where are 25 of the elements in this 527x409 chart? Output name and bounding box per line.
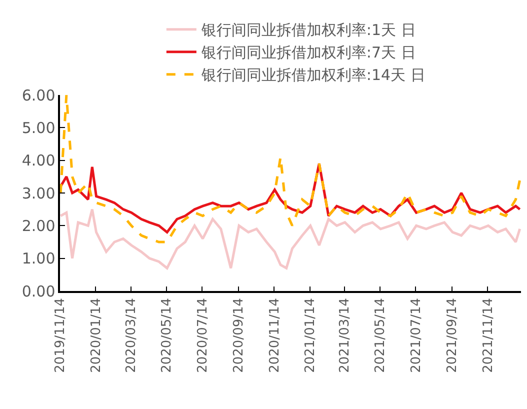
- y-tick-label: 2.00: [22, 216, 56, 235]
- x-tick-label: 2021/07/14: [408, 298, 424, 373]
- x-tick-label: 2019/11/14: [53, 298, 68, 373]
- x-tick-label: 2020/01/14: [88, 298, 104, 373]
- x-tick-label: 2021/03/14: [338, 298, 353, 373]
- y-tick-label: 3.00: [22, 184, 56, 202]
- x-tick-label: 2020/07/14: [195, 298, 210, 373]
- y-tick-label: 1.00: [22, 250, 56, 268]
- x-tick-label: 2021/11/14: [480, 298, 496, 373]
- line-series: [60, 208, 521, 270]
- legend-label: 银行间同业拆借加权利率:7天 日: [200, 44, 416, 62]
- x-tick-label: 2021/01/14: [303, 298, 318, 373]
- y-tick-label: 6.00: [22, 86, 56, 104]
- x-tick-label: 2021/09/14: [445, 298, 460, 373]
- x-tick-label: 2020/11/14: [267, 298, 282, 373]
- line-series: [60, 95, 521, 244]
- legend-label: 银行间同业拆借加权利率:1天 日: [200, 21, 416, 40]
- x-tick-label: 2020/03/14: [124, 298, 140, 373]
- y-tick-label: 5.00: [22, 118, 56, 137]
- x-tick-label: 2020/09/14: [232, 298, 247, 373]
- x-tick-label: 2020/05/14: [160, 298, 175, 373]
- x-tick-label: 2021/05/14: [373, 298, 388, 373]
- y-tick-label: 0.00: [22, 282, 56, 300]
- y-tick-label: 4.00: [22, 152, 56, 170]
- legend-label: 银行间同业拆借加权利率:14天 日: [200, 66, 426, 84]
